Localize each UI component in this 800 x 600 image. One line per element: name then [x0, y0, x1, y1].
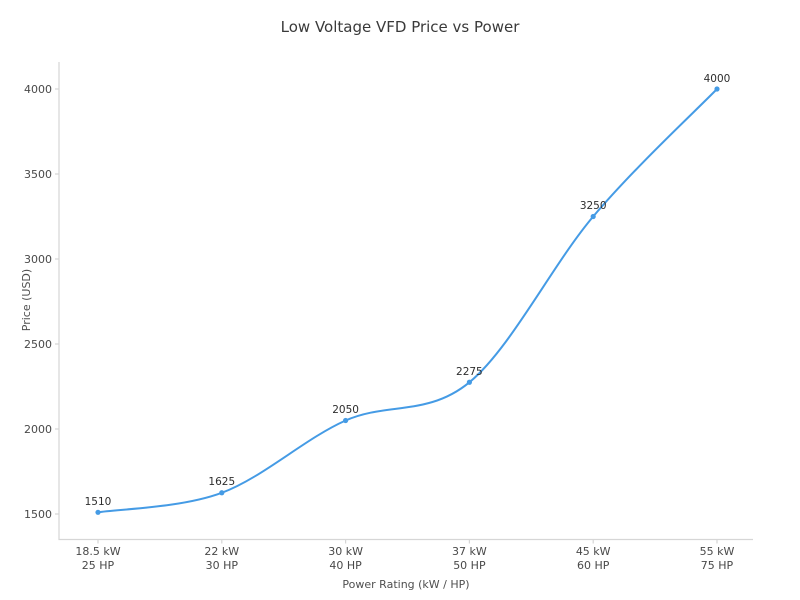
axis-spines: [58, 62, 753, 541]
data-point-marker[interactable]: [95, 509, 101, 515]
chart-title: Low Voltage VFD Price vs Power: [280, 18, 520, 36]
data-point-marker[interactable]: [714, 86, 720, 92]
data-point-marker[interactable]: [466, 379, 472, 385]
x-axis-title: Power Rating (kW / HP): [342, 578, 470, 591]
data-point-marker[interactable]: [219, 490, 225, 496]
price-line-path: [97, 88, 718, 514]
data-point-marker[interactable]: [590, 213, 596, 220]
data-point-marker[interactable]: [343, 417, 349, 424]
